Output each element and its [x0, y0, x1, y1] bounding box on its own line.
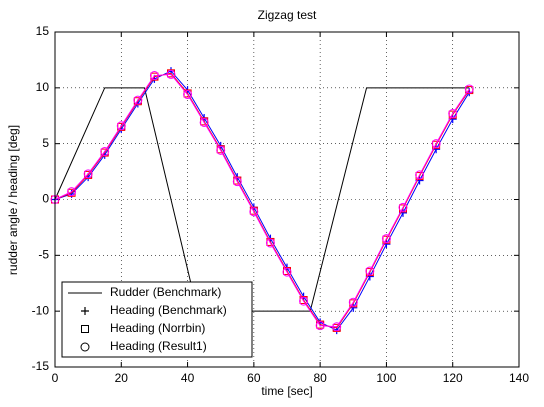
legend-marker	[80, 342, 90, 352]
marker	[116, 121, 126, 131]
x-axis-label: time [sec]	[261, 384, 312, 398]
marker	[398, 202, 408, 212]
marker	[315, 321, 325, 331]
legend-label: Heading (Benchmark)	[110, 303, 227, 317]
marker	[216, 145, 226, 155]
marker	[299, 296, 309, 306]
marker	[464, 84, 474, 94]
marker	[199, 117, 209, 127]
x-tick-label: 20	[115, 371, 129, 385]
legend-label: Heading (Norrbin)	[110, 321, 205, 335]
x-tick-label: 60	[247, 371, 261, 385]
marker	[365, 266, 375, 276]
series-line	[54, 73, 470, 328]
y-tick-label: -15	[32, 359, 50, 373]
x-tick-label: 100	[376, 371, 396, 385]
y-tick-label: 15	[36, 24, 50, 38]
marker	[332, 322, 342, 332]
legend-label: Rudder (Benchmark)	[110, 285, 221, 299]
legend-box	[61, 281, 253, 358]
marker	[149, 71, 159, 81]
marker	[431, 139, 441, 149]
marker	[100, 146, 110, 156]
marker	[265, 238, 275, 248]
series-line	[54, 70, 470, 331]
marker	[381, 234, 391, 244]
plot-frame	[54, 31, 520, 368]
marker	[183, 90, 193, 100]
y-tick-label: 0	[42, 192, 49, 206]
marker	[282, 267, 292, 277]
marker	[83, 169, 93, 179]
x-tick-label: 40	[181, 371, 195, 385]
marker	[448, 109, 458, 119]
legend-marker	[81, 307, 89, 315]
legend-label: Heading (Result1)	[110, 339, 207, 353]
marker	[232, 177, 242, 187]
y-tick-label: -10	[32, 303, 50, 317]
x-tick-label: 140	[509, 371, 529, 385]
x-tick-label: 120	[443, 371, 463, 385]
y-tick-label: 10	[36, 80, 50, 94]
legend-marker	[81, 325, 89, 333]
x-tick-label: 80	[313, 371, 327, 385]
y-tick-label: -5	[38, 248, 49, 262]
marker	[133, 95, 143, 105]
marker	[67, 187, 77, 197]
marker	[415, 170, 425, 180]
y-axis-label: rudder angle / heading [deg]	[6, 125, 20, 275]
chart-title: Zigzag test	[258, 8, 317, 22]
marker	[249, 207, 259, 217]
x-tick-label: 0	[52, 371, 59, 385]
y-tick-label: 5	[42, 136, 49, 150]
marker	[166, 69, 176, 79]
marker	[348, 297, 358, 307]
